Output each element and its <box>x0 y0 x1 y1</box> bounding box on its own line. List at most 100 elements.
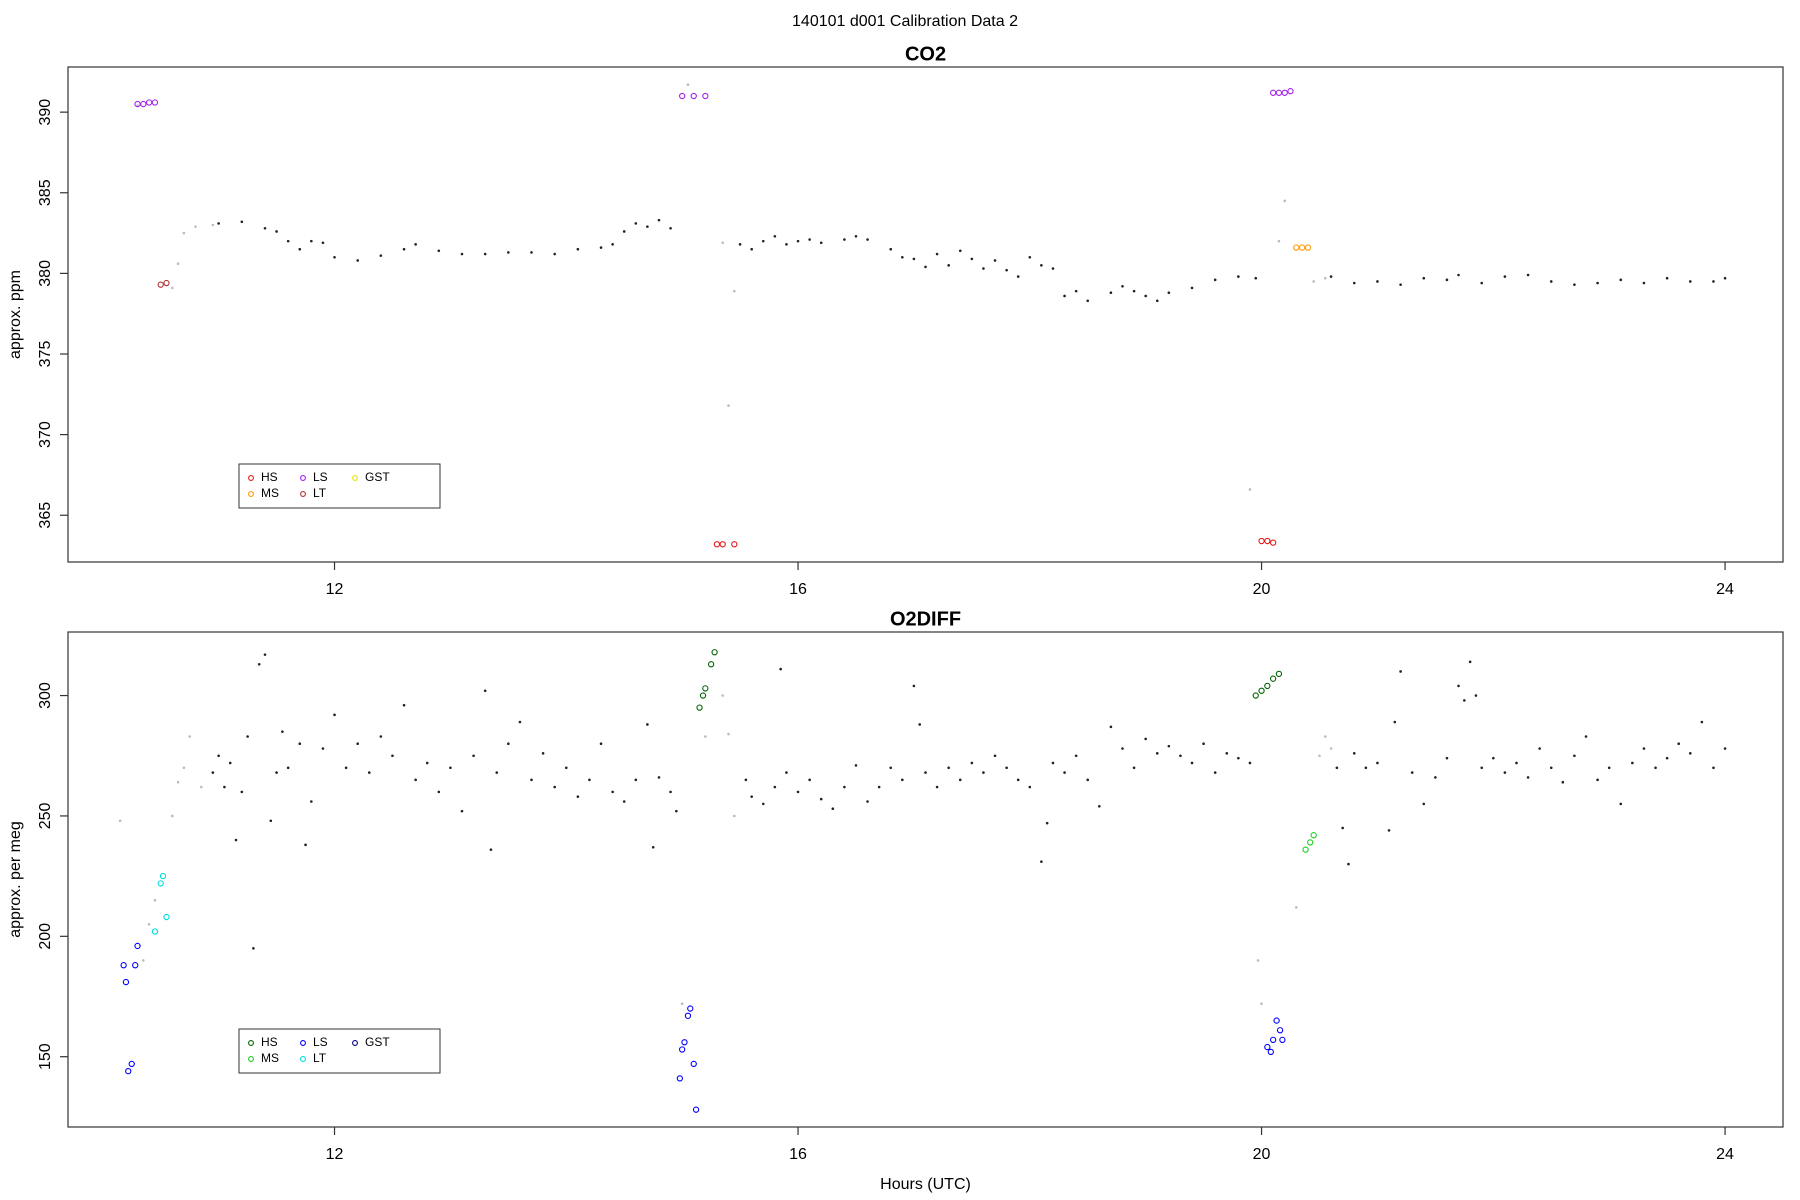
data-point <box>744 778 748 782</box>
data-point <box>1457 273 1460 277</box>
data-point <box>379 735 383 738</box>
data-point <box>1179 754 1182 758</box>
data-point <box>437 790 441 794</box>
data-point <box>246 735 249 738</box>
calibration-point <box>151 99 159 106</box>
data-point <box>854 764 858 767</box>
legend-label: HS <box>261 1035 278 1049</box>
data-point <box>541 752 545 755</box>
data-point <box>935 785 939 789</box>
y-tick-label: 390 <box>37 99 54 126</box>
data-point <box>1086 778 1090 782</box>
data-point <box>877 785 881 789</box>
data-point <box>1364 766 1368 770</box>
data-point <box>1121 747 1124 750</box>
data-point <box>153 898 157 902</box>
data-point <box>460 809 464 813</box>
data-point <box>843 785 846 789</box>
data-point <box>634 222 638 225</box>
data-point <box>970 257 974 261</box>
calibration-point <box>1298 244 1306 251</box>
data-point <box>727 404 730 407</box>
data-point <box>1323 276 1327 280</box>
calibration-point <box>163 279 170 287</box>
calibration-point <box>684 1012 692 1019</box>
data-point <box>199 785 203 789</box>
data-point <box>1352 752 1356 755</box>
data-point <box>281 730 284 733</box>
data-point <box>142 959 145 962</box>
calibration-point <box>696 704 703 711</box>
calibration-point <box>1275 89 1283 96</box>
legend-label: HS <box>261 470 278 484</box>
y-tick-label: 370 <box>37 421 54 448</box>
data-point <box>367 771 371 774</box>
data-point <box>460 252 464 256</box>
data-point <box>1202 742 1205 746</box>
data-point <box>1225 752 1229 755</box>
data-point <box>1074 289 1078 293</box>
data-point <box>785 771 788 774</box>
calibration-point <box>690 92 697 100</box>
calibration-point <box>1269 89 1277 96</box>
calibration-point <box>122 978 130 986</box>
data-point <box>304 843 307 847</box>
calibration-point <box>713 541 721 548</box>
legend-label: LT <box>313 1051 327 1065</box>
data-point <box>993 754 997 758</box>
data-point <box>738 243 742 246</box>
plot: O2DIFF approx. per meg Hours (UTC) 12 16 20 24… <box>7 608 1784 1193</box>
data-point <box>657 776 661 779</box>
data-point <box>1642 747 1646 750</box>
legend-label: MS <box>261 1051 279 1065</box>
data-point <box>1256 959 1260 962</box>
data-point <box>507 742 510 746</box>
data-point <box>796 239 800 243</box>
data-point <box>223 785 226 789</box>
calibration-point <box>120 962 127 969</box>
calibration-point <box>145 99 153 106</box>
data-point <box>1619 802 1623 806</box>
data-point <box>1422 802 1426 806</box>
data-point <box>1549 280 1553 283</box>
calibration-point <box>1279 1036 1286 1043</box>
data-point <box>1329 275 1333 278</box>
data-point <box>518 720 522 724</box>
data-point <box>391 754 394 758</box>
data-point <box>576 247 580 251</box>
calibration-point <box>132 962 139 969</box>
y-tick-label: 385 <box>37 179 54 206</box>
data-point <box>1323 735 1327 738</box>
data-point <box>651 845 655 849</box>
calibration-point <box>679 1046 686 1053</box>
x-tick-label: 20 <box>1253 1146 1271 1163</box>
data-point <box>958 249 962 253</box>
data-point <box>425 761 429 765</box>
calibration-point <box>159 872 167 880</box>
calibration-point <box>702 685 709 692</box>
data-point <box>993 259 997 262</box>
data-point <box>1619 278 1623 282</box>
data-point <box>1190 286 1194 290</box>
data-point <box>564 766 568 770</box>
x-tick-label: 16 <box>789 1146 807 1163</box>
y-axis-label: approx. per meg <box>7 821 24 938</box>
data-point <box>657 218 661 222</box>
calibration-point <box>1267 1048 1274 1056</box>
data-point <box>333 255 336 259</box>
data-point <box>356 259 359 262</box>
data-point <box>646 225 649 228</box>
data-point <box>553 252 556 256</box>
data-point <box>402 703 406 707</box>
calibration-point <box>157 281 164 288</box>
data-point <box>1132 766 1136 770</box>
data-point <box>669 790 672 794</box>
data-point <box>808 778 811 782</box>
data-point <box>1132 289 1136 293</box>
data-point <box>901 778 904 782</box>
data-point <box>675 809 678 813</box>
data-point <box>286 766 290 770</box>
data-point <box>866 238 869 241</box>
data-point <box>1445 756 1449 760</box>
data-point <box>176 780 180 784</box>
